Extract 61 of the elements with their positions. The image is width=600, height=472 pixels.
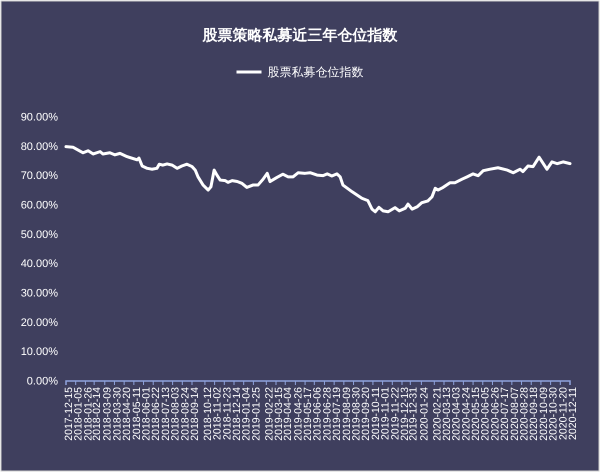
x-tick-label: 2019-11-01 <box>380 386 392 440</box>
x-tick-label: 2018-03-30 <box>111 386 124 441</box>
y-tick-label: 60.00% <box>20 200 58 212</box>
x-tick-label: 2020-10-09 <box>538 386 550 441</box>
x-tick-label: 2018-06-01 <box>140 386 152 441</box>
y-tick-label: 40.00% <box>20 258 58 270</box>
x-tick-label: 2020-06-05 <box>480 386 492 441</box>
x-tick-label: 2019-07-19 <box>331 386 344 441</box>
x-tick-label: 2019-02-22 <box>263 386 276 441</box>
x-tick-label: 2019-06-28 <box>321 386 334 441</box>
x-tick-label: 2020-07-17 <box>499 386 512 441</box>
x-tick-label: 2020-08-28 <box>518 386 530 441</box>
y-tick-label: 20.00% <box>20 316 58 329</box>
x-tick-label: 2018-01-05 <box>72 386 85 441</box>
x-tick-label: 2018-11-23 <box>221 386 234 440</box>
x-tick-label: 2019-01-04 <box>240 386 253 441</box>
x-tick-label: 2018-05-11 <box>130 386 143 440</box>
legend-label: 股票私募仓位指数 <box>268 65 364 79</box>
x-tick-label: 2019-09-20 <box>360 386 372 441</box>
x-tick-label: 2019-12-31 <box>407 386 420 441</box>
x-tick-label: 2020-10-30 <box>548 386 560 441</box>
x-tick-label: 2018-11-02 <box>212 386 224 440</box>
y-tick-label: 80.00% <box>20 140 58 153</box>
x-tick-label: 2020-09-18 <box>528 386 540 441</box>
x-tick-label: 2020-04-24 <box>460 386 472 441</box>
x-tick-label: 2018-04-20 <box>121 386 134 441</box>
x-tick-label: 2020-08-07 <box>508 386 521 441</box>
x-tick-label: 2018-08-24 <box>179 386 192 441</box>
x-tick-label: 2020-06-26 <box>489 386 502 441</box>
x-tick-label: 2018-03-09 <box>102 386 114 441</box>
y-tick-label: 50.00% <box>20 228 58 241</box>
x-tick-label: 2018-12-14 <box>230 386 243 441</box>
x-tick-label: 2018-08-03 <box>170 386 182 441</box>
x-tick-label: 2018-10-12 <box>202 386 214 441</box>
x-tick-label: 2017-12-15 <box>62 386 75 441</box>
x-tick-label: 2019-08-30 <box>350 386 362 441</box>
x-tick-label: 2020-05-15 <box>470 386 482 441</box>
y-tick-label: 70.00% <box>20 170 58 182</box>
x-tick-label: 2020-01-24 <box>418 386 430 441</box>
y-tick-label: 10.00% <box>20 346 58 358</box>
x-tick-label: 2019-04-26 <box>292 386 304 441</box>
x-tick-label: 2018-06-22 <box>150 386 162 441</box>
x-tick-label: 2019-11-22 <box>389 386 402 440</box>
x-tick-label: 2019-08-09 <box>340 386 353 441</box>
x-tick-label: 2018-07-13 <box>160 386 172 441</box>
x-tick-label: 2019-01-25 <box>250 386 262 441</box>
x-tick-label: 2019-10-11 <box>370 386 382 440</box>
y-tick-label: 90.00% <box>20 112 58 124</box>
x-tick-label: 2020-11-20 <box>557 386 570 440</box>
x-tick-label: 2018-09-14 <box>188 386 201 441</box>
chart-title: 股票策略私募近三年仓位指数 <box>202 26 398 44</box>
x-tick-label: 2019-04-04 <box>282 386 294 441</box>
y-tick-label: 30.00% <box>20 288 58 300</box>
y-tick-label: 0.00% <box>26 376 58 388</box>
line-series <box>64 145 572 214</box>
x-tick-label: 2020-03-13 <box>440 386 453 441</box>
x-tick-label: 2018-02-14 <box>91 386 104 441</box>
x-tick-label: 2019-03-15 <box>272 386 285 441</box>
x-tick-label: 2020-04-03 <box>450 386 463 441</box>
x-tick-label: 2020-12-11 <box>566 386 579 440</box>
x-tick-label: 2020-02-21 <box>431 386 444 441</box>
